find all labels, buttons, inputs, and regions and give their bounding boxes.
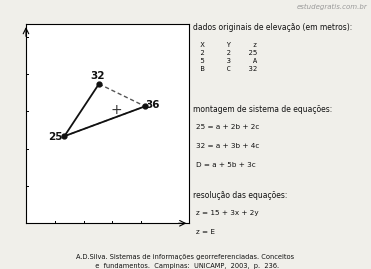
Text: A.D.Silva. Sistemas de informações georreferenciadas. Conceitos: A.D.Silva. Sistemas de informações georr…	[76, 254, 295, 260]
Text: estudegratis.com.br: estudegratis.com.br	[296, 4, 367, 10]
Text: 36: 36	[145, 100, 160, 110]
Text: 25: 25	[49, 132, 63, 142]
Text: montagem de sistema de equações:: montagem de sistema de equações:	[193, 105, 332, 114]
Text: dados originais de elevação (em metros):: dados originais de elevação (em metros):	[193, 23, 352, 32]
Text: D = a + 5b + 3c: D = a + 5b + 3c	[196, 161, 256, 168]
Text: 32: 32	[91, 72, 105, 82]
Text: resolução das equações:: resolução das equações:	[193, 191, 287, 200]
Text: X     Y     z
 2     2    25
 5     3     A
 B     C    32: X Y z 2 2 25 5 3 A B C 32	[196, 42, 257, 72]
Text: z = E: z = E	[196, 229, 216, 235]
Text: z = 15 + 3x + 2y: z = 15 + 3x + 2y	[196, 210, 259, 216]
Text: 32 = a + 3b + 4c: 32 = a + 3b + 4c	[196, 143, 260, 149]
Text: +: +	[111, 103, 122, 117]
Text: e  fundamentos.  Campinas:  UNICAMP,  2003,  p.  236.: e fundamentos. Campinas: UNICAMP, 2003, …	[91, 263, 280, 269]
Text: 25 = a + 2b + 2c: 25 = a + 2b + 2c	[196, 124, 260, 130]
